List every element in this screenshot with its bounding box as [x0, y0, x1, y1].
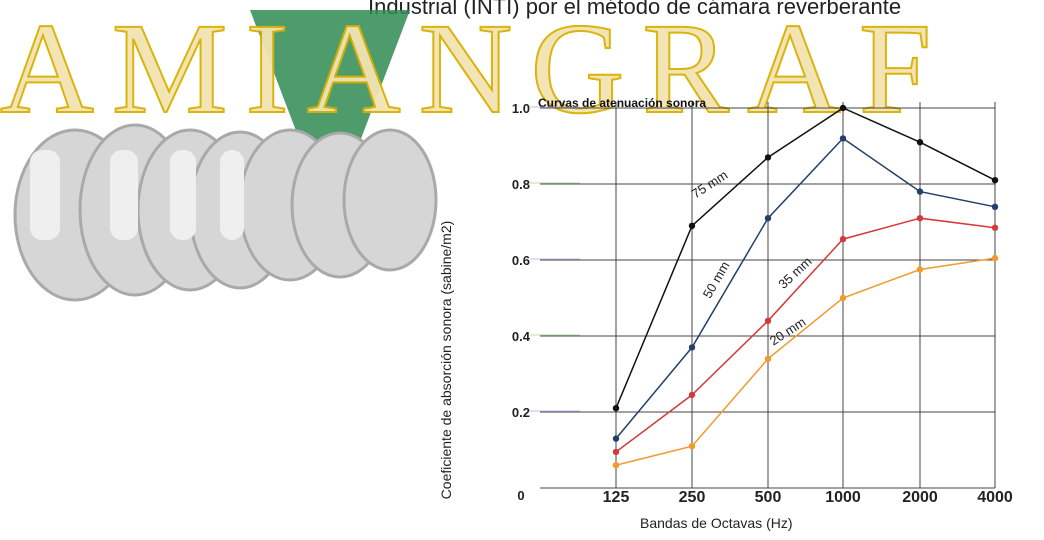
- y-tick-label: 0.6: [512, 253, 530, 268]
- logo-green-shape: [250, 10, 410, 220]
- x-tick-label: 2000: [902, 489, 938, 506]
- x-tick-label: 250: [679, 489, 706, 506]
- series-line-20-mm: [615, 257, 996, 466]
- data-point: [916, 266, 924, 273]
- y-tick-label: 0.4: [512, 329, 531, 344]
- data-point: [764, 317, 772, 324]
- data-point: [839, 294, 847, 302]
- data-point: [916, 215, 924, 222]
- series-label: 50 mm: [700, 259, 733, 301]
- y-axis-label: Coeficiente de absorción sonora (sabine/…: [438, 220, 454, 500]
- data-point: [916, 139, 924, 146]
- data-point: [612, 462, 620, 469]
- data-point: [688, 443, 696, 450]
- data-point: [688, 222, 696, 229]
- data-point: [764, 215, 772, 222]
- data-point: [839, 235, 847, 243]
- data-point: [839, 135, 847, 142]
- data-point: [612, 405, 620, 412]
- data-point: [688, 344, 696, 351]
- logo-rollers: [13, 123, 438, 302]
- series-line-75-mm: [615, 107, 996, 409]
- data-point: [764, 154, 772, 161]
- chart-title: Curvas de atenuación sonora: [538, 96, 707, 110]
- series-line-35-mm: [615, 217, 996, 453]
- y-tick-label: 0: [517, 488, 524, 503]
- header-text: Industrial (INTI) por el método de cámar…: [368, 0, 902, 19]
- data-point: [991, 177, 999, 184]
- y-tick-label: 0.8: [512, 177, 530, 192]
- data-point: [839, 104, 847, 112]
- data-point: [991, 254, 999, 262]
- x-tick-label: 500: [755, 489, 782, 506]
- x-tick-label: 125: [603, 489, 630, 506]
- data-point: [612, 448, 620, 456]
- y-tick-label: 0.2: [512, 405, 530, 420]
- x-tick-label: 1000: [825, 489, 861, 506]
- y-tick-label: 1.0: [512, 101, 530, 116]
- logo-roller-highlights: [30, 150, 244, 240]
- company-logo: [13, 10, 438, 302]
- watermark-logotype: AMIANGRAF: [0, 0, 950, 141]
- data-point: [764, 355, 772, 362]
- data-point: [916, 188, 924, 195]
- x-tick-label: 4000: [977, 489, 1013, 506]
- series-line-50-mm: [615, 137, 996, 440]
- data-point: [991, 224, 999, 231]
- data-point: [612, 435, 620, 442]
- data-point: [688, 391, 696, 399]
- x-axis-label: Bandas de Octavas (Hz): [640, 515, 793, 531]
- series-label: 35 mm: [775, 254, 814, 292]
- data-point: [991, 203, 999, 210]
